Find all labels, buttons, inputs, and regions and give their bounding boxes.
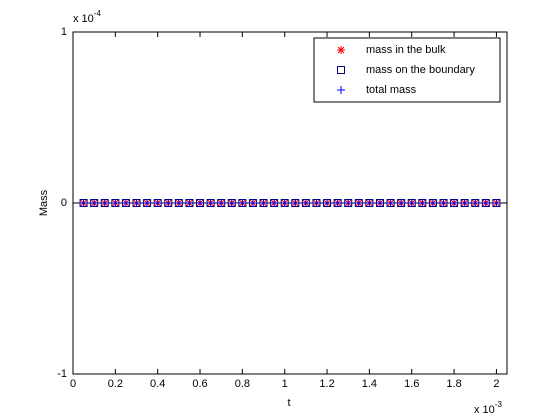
legend-marker xyxy=(337,66,345,74)
point xyxy=(386,199,395,207)
exponent-base: x 10 xyxy=(73,13,94,25)
x-tick-label: 1.6 xyxy=(404,378,419,390)
point xyxy=(481,199,490,207)
point xyxy=(248,199,257,207)
x-tick-label: 1.8 xyxy=(446,378,461,390)
point xyxy=(143,199,152,207)
point xyxy=(174,199,183,207)
x-tick-label: 0.6 xyxy=(192,378,207,390)
point xyxy=(418,199,427,207)
point xyxy=(185,199,194,207)
y-exponent: x 10-4 xyxy=(73,9,101,25)
point xyxy=(259,199,268,207)
legend-label: total mass xyxy=(366,84,417,96)
point xyxy=(111,199,120,207)
point xyxy=(132,199,141,207)
point xyxy=(227,199,236,207)
x-axis-label: t xyxy=(287,397,290,409)
x-tick-label: 1.2 xyxy=(319,378,334,390)
point xyxy=(153,199,162,207)
point xyxy=(439,199,448,207)
exponent-power: -3 xyxy=(495,400,503,409)
point xyxy=(492,199,501,207)
point xyxy=(196,199,205,207)
point xyxy=(365,199,374,207)
point xyxy=(238,199,247,207)
x-tick-label: 0.8 xyxy=(235,378,250,390)
point xyxy=(79,199,88,207)
point xyxy=(344,199,353,207)
point xyxy=(280,199,289,207)
point xyxy=(270,199,279,207)
point xyxy=(428,199,437,207)
x-tick-label: 1 xyxy=(282,378,288,390)
x-tick-label: 1.4 xyxy=(362,378,377,390)
point xyxy=(323,199,332,207)
legend-label: mass on the boundary xyxy=(366,64,475,76)
point xyxy=(121,199,130,207)
point xyxy=(471,199,480,207)
point xyxy=(100,199,109,207)
point xyxy=(375,199,384,207)
x-tick-label: 0.2 xyxy=(108,378,123,390)
y-tick-label: 0 xyxy=(61,197,67,209)
point xyxy=(217,199,226,207)
point xyxy=(206,199,215,207)
legend-marker xyxy=(337,46,345,54)
point xyxy=(312,199,321,207)
y-tick-label: -1 xyxy=(57,368,67,380)
point xyxy=(301,199,310,207)
x-tick-label: 0.4 xyxy=(150,378,165,390)
x-tick-label: 0 xyxy=(70,378,76,390)
y-tick-label: 1 xyxy=(61,26,67,38)
exponent-power: -4 xyxy=(94,9,102,18)
x-exponent: x 10-3 xyxy=(474,400,502,416)
point xyxy=(397,199,406,207)
exponent-base: x 10 xyxy=(474,404,495,416)
legend-marker xyxy=(337,86,345,94)
point xyxy=(164,199,173,207)
point xyxy=(333,199,342,207)
point xyxy=(291,199,300,207)
point xyxy=(90,199,99,207)
x-tick-label: 2 xyxy=(493,378,499,390)
y-axis-label: Mass xyxy=(38,189,50,216)
point xyxy=(407,199,416,207)
point xyxy=(450,199,459,207)
legend-label: mass in the bulk xyxy=(366,44,446,56)
point xyxy=(460,199,469,207)
point xyxy=(354,199,363,207)
